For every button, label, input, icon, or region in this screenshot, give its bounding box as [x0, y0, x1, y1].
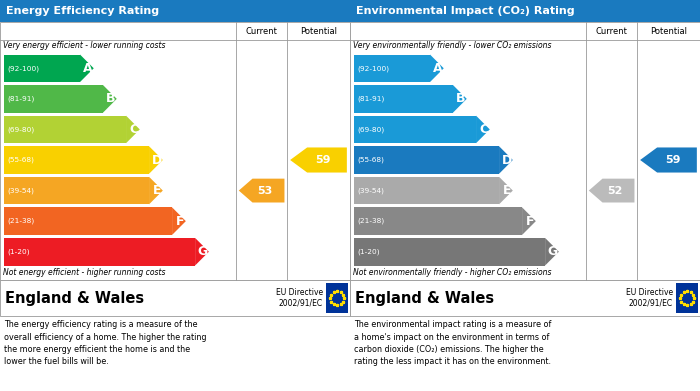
Bar — [4, 54, 80, 82]
Polygon shape — [149, 177, 163, 204]
Text: The environmental impact rating is a measure of
a home's impact on the environme: The environmental impact rating is a mea… — [354, 320, 552, 366]
Text: 59: 59 — [665, 155, 681, 165]
Text: F: F — [526, 215, 535, 228]
Text: A: A — [433, 62, 442, 75]
Text: E: E — [503, 184, 512, 197]
Text: C: C — [130, 123, 139, 136]
Text: (55-68): (55-68) — [357, 157, 384, 163]
Polygon shape — [195, 238, 209, 265]
Text: A: A — [83, 62, 92, 75]
Text: (1-20): (1-20) — [7, 248, 29, 255]
Text: (21-38): (21-38) — [7, 218, 34, 224]
Bar — [4, 207, 172, 235]
Text: (81-91): (81-91) — [7, 96, 34, 102]
Text: 53: 53 — [258, 186, 273, 196]
Bar — [350, 22, 700, 280]
Bar — [350, 280, 700, 316]
Text: Current: Current — [596, 27, 628, 36]
Polygon shape — [640, 147, 697, 172]
Text: G: G — [547, 245, 558, 258]
Bar — [0, 280, 350, 316]
Text: (39-54): (39-54) — [7, 187, 34, 194]
Bar — [354, 54, 430, 82]
Polygon shape — [499, 177, 513, 204]
Text: EU Directive
2002/91/EC: EU Directive 2002/91/EC — [276, 288, 323, 308]
Text: Not environmentally friendly - higher CO₂ emissions: Not environmentally friendly - higher CO… — [353, 268, 552, 277]
Text: Potential: Potential — [650, 27, 687, 36]
Bar — [0, 22, 350, 280]
Bar — [354, 238, 545, 265]
Text: Energy Efficiency Rating: Energy Efficiency Rating — [6, 6, 159, 16]
Text: F: F — [176, 215, 185, 228]
Text: D: D — [502, 154, 512, 167]
Bar — [4, 177, 149, 204]
Polygon shape — [239, 179, 284, 203]
Text: Environmental Impact (CO₂) Rating: Environmental Impact (CO₂) Rating — [356, 6, 575, 16]
Bar — [354, 177, 499, 204]
Bar — [354, 207, 522, 235]
Text: (69-80): (69-80) — [357, 126, 384, 133]
Text: (81-91): (81-91) — [357, 96, 384, 102]
Text: C: C — [480, 123, 489, 136]
Text: Very energy efficient - lower running costs: Very energy efficient - lower running co… — [3, 41, 165, 50]
Polygon shape — [149, 146, 163, 174]
Text: G: G — [197, 245, 208, 258]
Text: (69-80): (69-80) — [7, 126, 34, 133]
Text: B: B — [106, 92, 116, 105]
Bar — [4, 85, 103, 113]
Text: England & Wales: England & Wales — [5, 291, 144, 305]
Text: England & Wales: England & Wales — [355, 291, 494, 305]
Bar — [4, 116, 126, 143]
Bar — [354, 116, 476, 143]
Polygon shape — [589, 179, 634, 203]
Bar — [350, 0, 700, 22]
Text: EU Directive
2002/91/EC: EU Directive 2002/91/EC — [626, 288, 673, 308]
Polygon shape — [290, 147, 347, 172]
Text: D: D — [152, 154, 162, 167]
Text: E: E — [153, 184, 162, 197]
Text: 52: 52 — [608, 186, 623, 196]
Polygon shape — [172, 207, 186, 235]
Text: (21-38): (21-38) — [357, 218, 384, 224]
Text: B: B — [456, 92, 466, 105]
Polygon shape — [545, 238, 559, 265]
Text: (92-100): (92-100) — [7, 65, 39, 72]
Polygon shape — [126, 116, 140, 143]
Polygon shape — [430, 54, 444, 82]
Bar — [4, 146, 149, 174]
Text: (39-54): (39-54) — [357, 187, 384, 194]
Bar — [4, 238, 195, 265]
Text: (1-20): (1-20) — [357, 248, 379, 255]
Polygon shape — [80, 54, 94, 82]
Polygon shape — [499, 146, 513, 174]
Bar — [354, 85, 453, 113]
Bar — [326, 283, 348, 313]
Text: (92-100): (92-100) — [357, 65, 389, 72]
Bar — [0, 0, 350, 22]
Text: Potential: Potential — [300, 27, 337, 36]
Bar — [676, 283, 698, 313]
Text: Not energy efficient - higher running costs: Not energy efficient - higher running co… — [3, 268, 165, 277]
Polygon shape — [103, 85, 117, 113]
Text: Very environmentally friendly - lower CO₂ emissions: Very environmentally friendly - lower CO… — [353, 41, 552, 50]
Text: Current: Current — [246, 27, 278, 36]
Polygon shape — [453, 85, 467, 113]
Text: (55-68): (55-68) — [7, 157, 34, 163]
Text: 59: 59 — [315, 155, 331, 165]
Polygon shape — [522, 207, 536, 235]
Polygon shape — [476, 116, 490, 143]
Text: The energy efficiency rating is a measure of the
overall efficiency of a home. T: The energy efficiency rating is a measur… — [4, 320, 206, 366]
Bar — [354, 146, 499, 174]
